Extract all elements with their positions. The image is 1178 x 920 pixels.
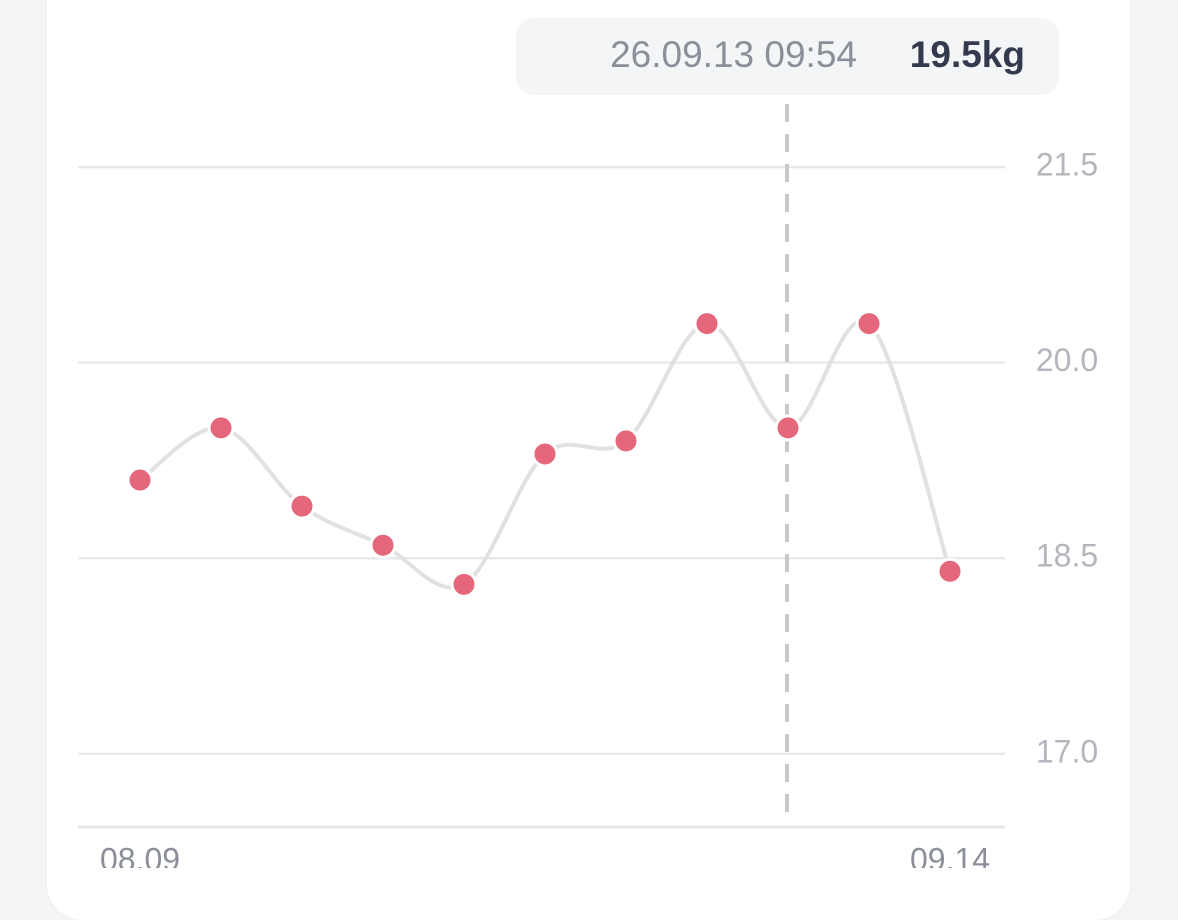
- point: [855, 310, 883, 338]
- point: [288, 492, 316, 520]
- tooltip-box: [516, 18, 1059, 95]
- page: {"chart_data": {"type": "line", "tooltip…: [47, 0, 1130, 920]
- tooltip-value: 19.5kg: [910, 34, 1025, 75]
- y-tick-label: 20.0: [1036, 342, 1098, 378]
- point: [693, 310, 721, 338]
- x-tick-label: 08.09: [100, 841, 180, 868]
- point: [531, 440, 559, 468]
- point: [774, 414, 802, 442]
- point: [126, 466, 154, 494]
- point: [369, 531, 397, 559]
- x-tick-label: 09.14: [910, 841, 990, 868]
- line: [138, 318, 952, 590]
- point: [207, 414, 235, 442]
- y-tick-label: 21.5: [1036, 147, 1098, 183]
- point: [450, 570, 478, 598]
- point: [936, 557, 964, 585]
- y-tick-label: 17.0: [1036, 733, 1098, 769]
- point: [612, 427, 640, 455]
- chart: 26.09.13 09:54 19.5kg 17.0 18.5 20.0 21.5 08…: [78, 18, 1098, 868]
- y-tick-label: 18.5: [1036, 538, 1098, 574]
- card: [47, 0, 1130, 920]
- tooltip-date: 26.09.13 09:54: [610, 34, 857, 75]
